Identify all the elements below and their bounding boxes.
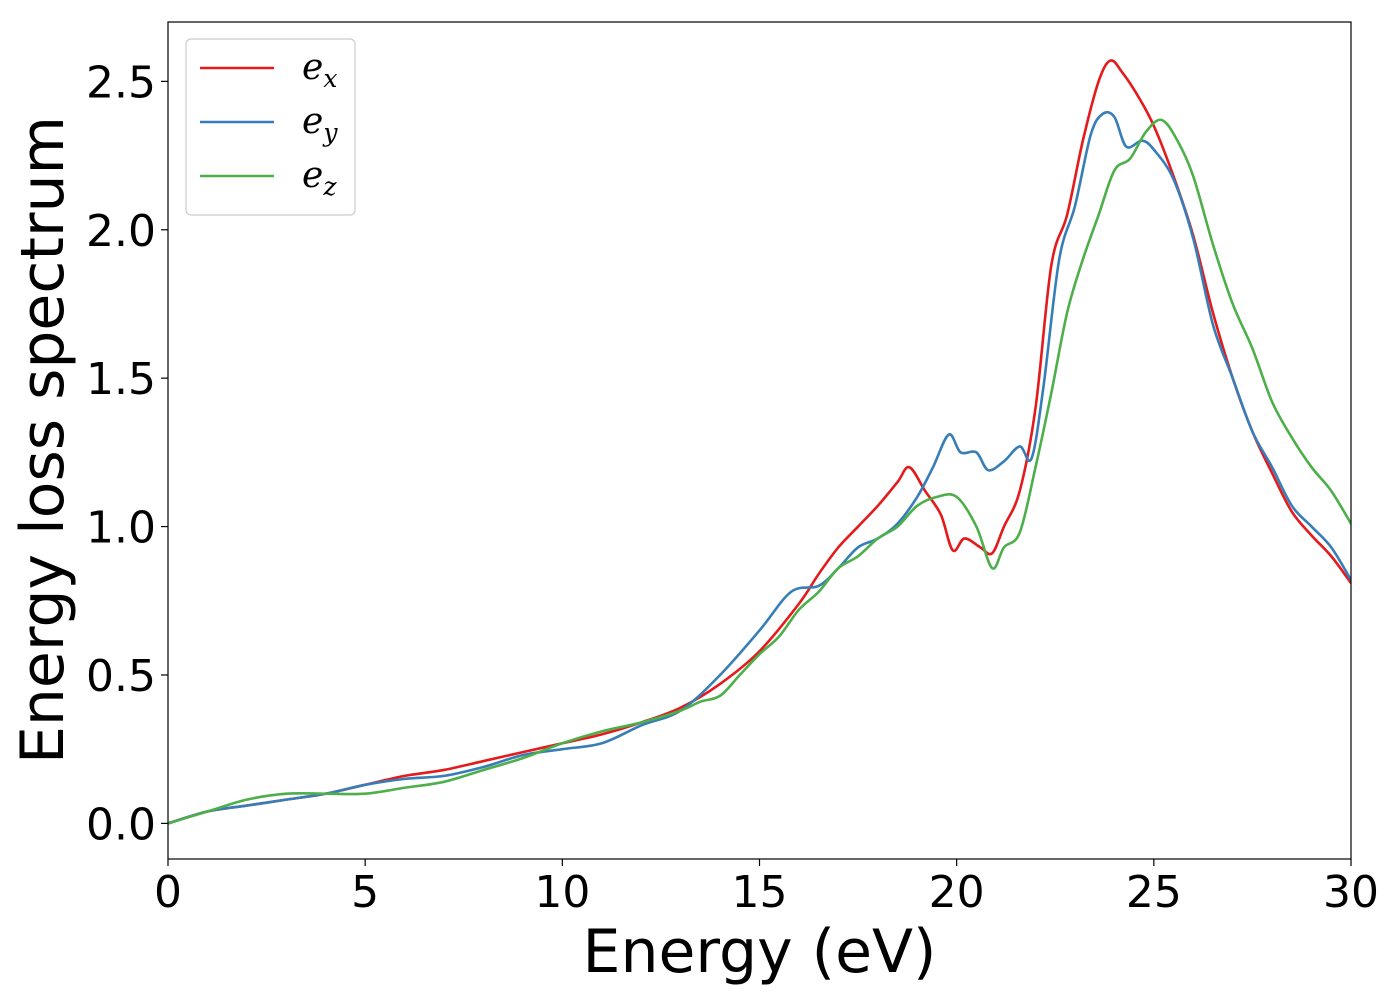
series-line-ey (168, 110, 1351, 825)
y-tick-label: 0.5 (86, 651, 156, 702)
legend-label-ez: ez (302, 155, 337, 201)
legend-label-subscript: y (322, 118, 338, 147)
legend-label-ex: ex (302, 47, 337, 93)
legend-box (185, 38, 356, 216)
legend-label-subscript: x (323, 64, 337, 93)
legend-label-base: e (302, 101, 323, 142)
y-tick-label: 2.0 (86, 206, 156, 257)
y-tick-label: 2.5 (86, 57, 156, 108)
x-tick-label: 20 (929, 867, 985, 918)
x-tick-label: 0 (154, 867, 182, 918)
y-tick-label: 0.0 (86, 799, 156, 850)
series-line-ez (168, 118, 1351, 825)
ticks-layer: 0 5 10 15 20 25 30 0.0 0.5 1.0 1.5 2.0 2.5 (86, 57, 1379, 918)
legend-label-ey: ey (302, 101, 338, 147)
x-axis-title: Energy (eV) (583, 917, 937, 987)
legend-label-base: e (302, 155, 323, 196)
y-tick-label: 1.5 (86, 354, 156, 405)
x-tick-label: 10 (534, 867, 590, 918)
x-tick-label: 15 (732, 867, 788, 918)
series-layer (168, 59, 1351, 825)
legend-label-base: e (302, 47, 323, 88)
x-tick-label: 25 (1126, 867, 1182, 918)
plot-frame (167, 21, 1352, 860)
x-tick-label: 30 (1323, 867, 1379, 918)
legend-label-subscript: z (322, 172, 337, 201)
y-tick-label: 1.0 (86, 503, 156, 554)
y-axis-title: Energy loss spectrum (8, 116, 78, 764)
x-tick-label: 5 (351, 867, 379, 918)
